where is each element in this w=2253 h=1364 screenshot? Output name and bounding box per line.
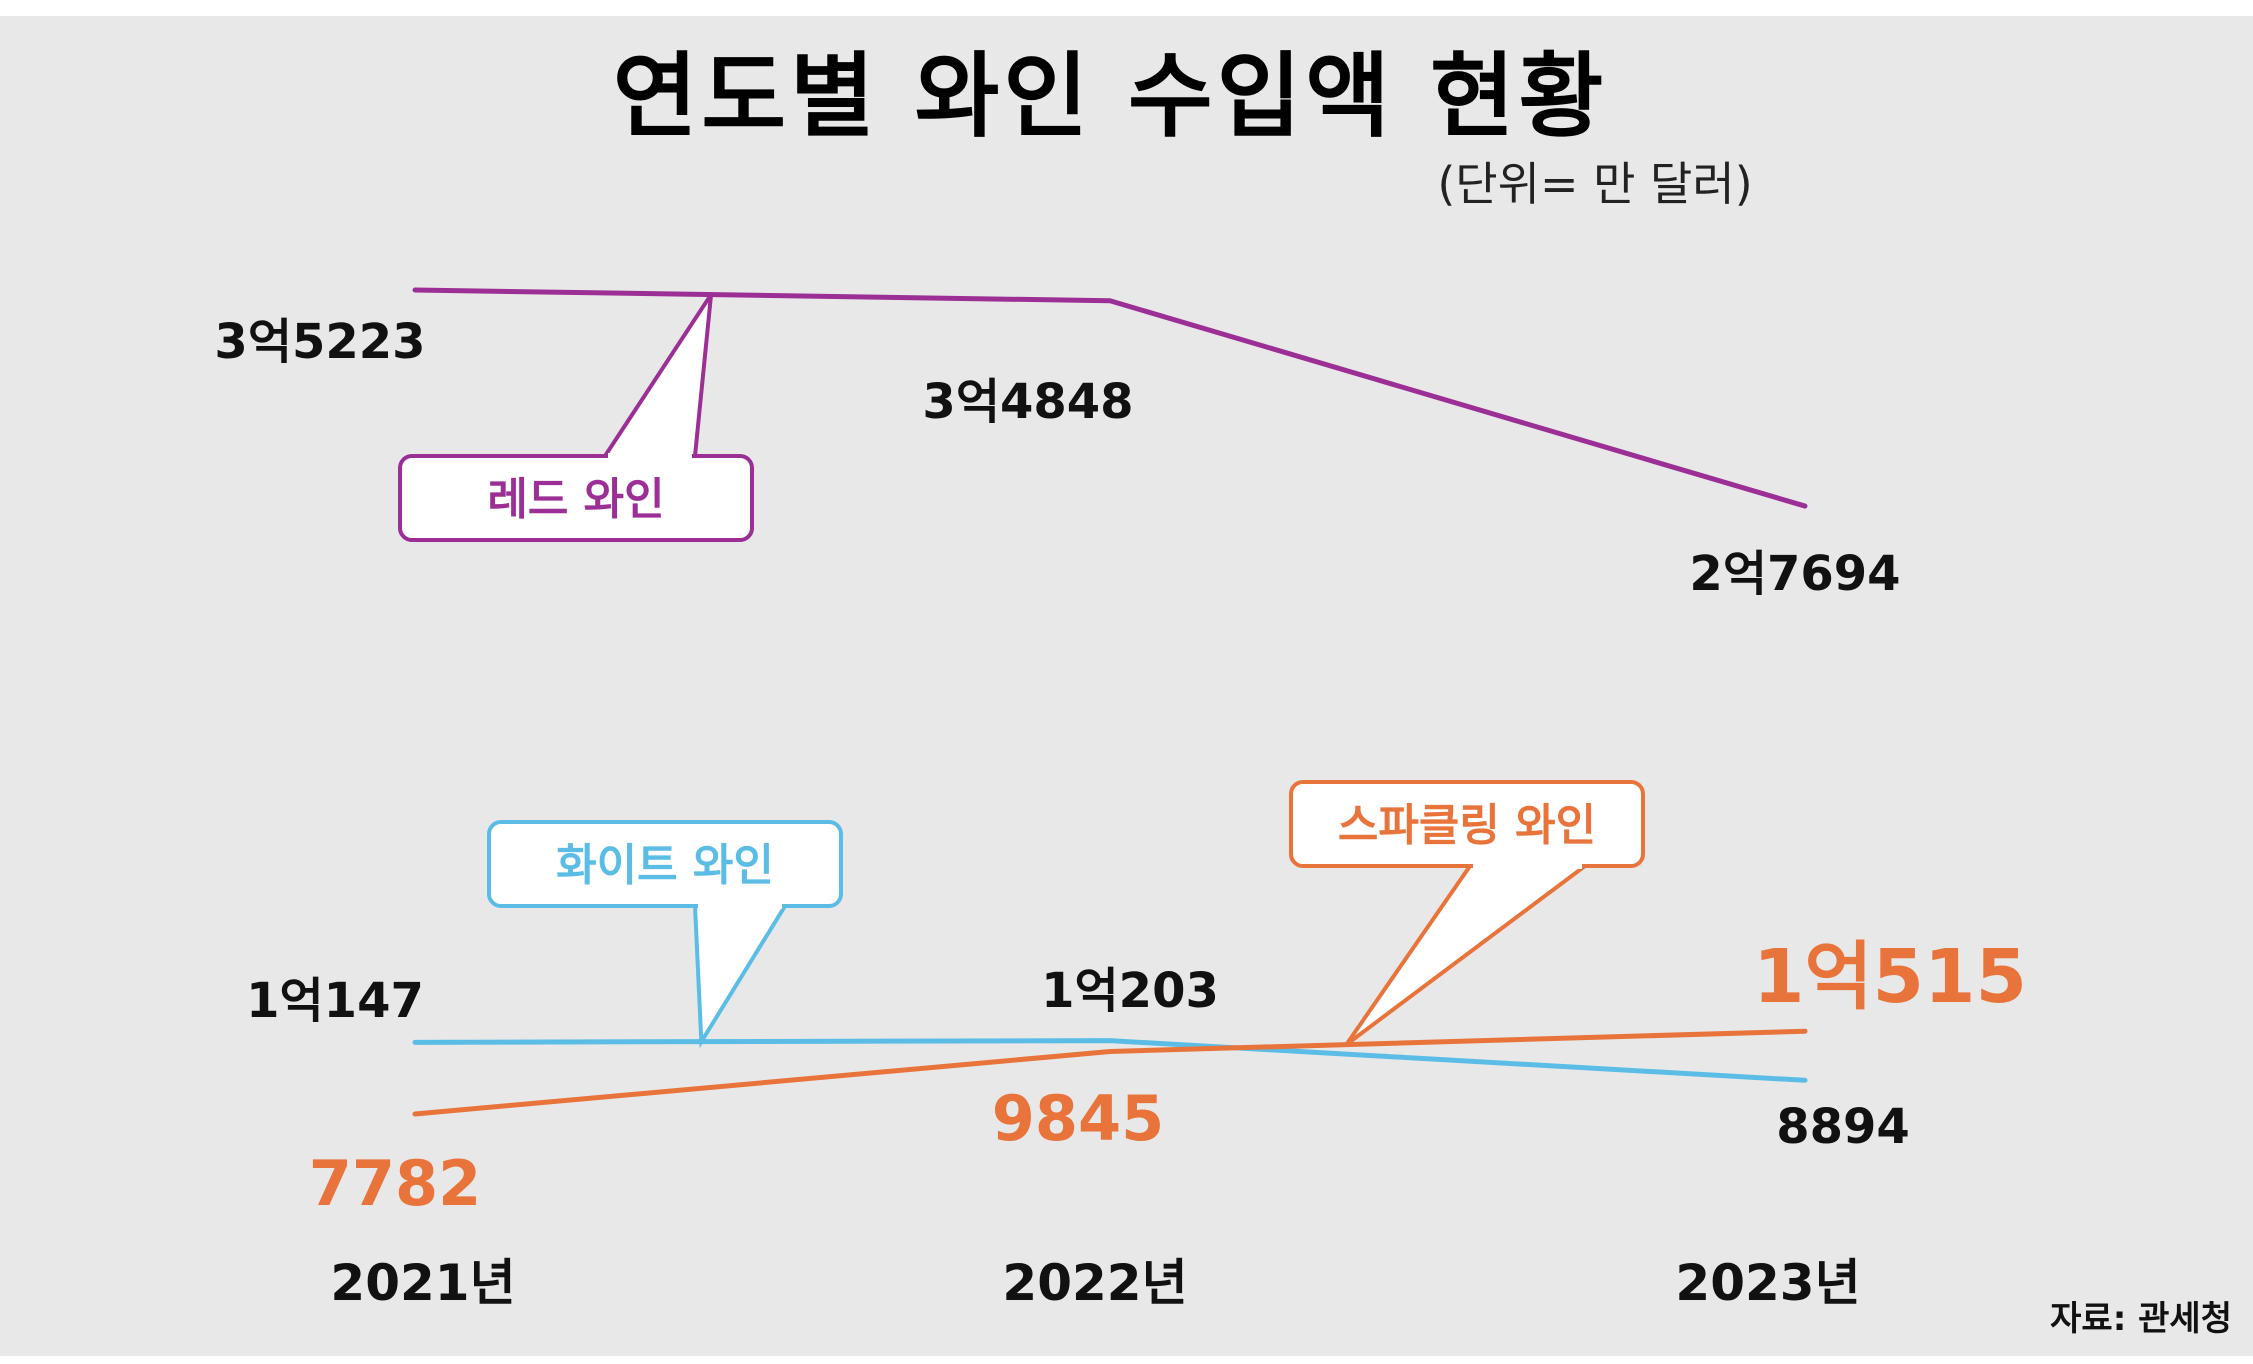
callout-label: 화이트 와인 xyxy=(556,840,774,891)
callout-label: 스파클링 와인 xyxy=(1338,800,1596,851)
callout-label: 레드 와인 xyxy=(487,474,664,525)
x-axis-ticks: 2021년 2022년 2023년 xyxy=(330,1254,1860,1312)
callout-box xyxy=(1289,780,1645,868)
callout-pointer xyxy=(601,293,714,458)
series-line-3 xyxy=(412,1028,1808,1117)
data-label: 1억147 xyxy=(246,973,424,1029)
data-label: 1억203 xyxy=(1041,963,1219,1019)
series-line-2 xyxy=(412,1038,1808,1083)
x-tick-label: 2021년 xyxy=(330,1254,515,1312)
series-lines xyxy=(412,287,1808,1117)
x-tick-label: 2023년 xyxy=(1675,1254,1860,1312)
callout-2: 화이트 와인 xyxy=(487,820,843,1049)
data-label: 2억7694 xyxy=(1689,546,1900,602)
callout-1: 레드 와인 xyxy=(398,293,754,542)
series-line-1 xyxy=(412,287,1808,509)
callout-pointer xyxy=(1344,864,1592,1047)
data-label: 7782 xyxy=(309,1147,482,1220)
x-tick-label: 2022년 xyxy=(1002,1254,1187,1312)
chart-unit-note: (단위= 만 달러) xyxy=(1437,157,1752,211)
data-label: 3억5223 xyxy=(214,314,425,370)
callout-box xyxy=(487,820,843,908)
source-note: 자료: 관세청 xyxy=(2050,1299,2232,1339)
chart-title: 연도별 와인 수입액 현황 xyxy=(613,43,1608,150)
callout-box xyxy=(398,454,754,542)
callout-pointer xyxy=(692,904,789,1049)
data-label: 9845 xyxy=(992,1082,1165,1155)
data-label: 3억4848 xyxy=(922,374,1133,430)
data-labels: 3억5223 3억4848 2억7694 1억147 1억203 8894 7782 9845… xyxy=(214,314,2027,1220)
chart-background xyxy=(0,16,2253,1356)
callout-3: 스파클링 와인 xyxy=(1289,780,1645,1047)
data-label: 1억515 xyxy=(1753,934,2027,1020)
data-label: 8894 xyxy=(1776,1099,1910,1155)
